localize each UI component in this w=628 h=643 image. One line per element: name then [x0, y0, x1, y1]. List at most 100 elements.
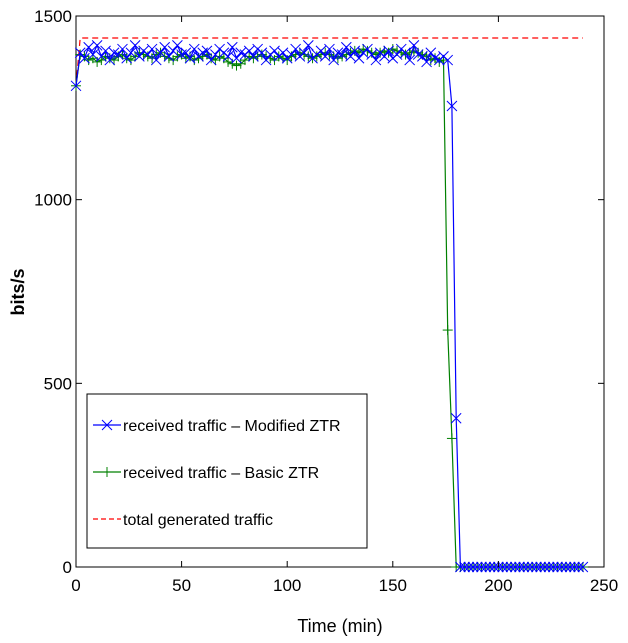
data-point — [345, 51, 356, 62]
tick-layer: 0 50 100 150 200 250 0 500 1000 1500 — [34, 7, 618, 595]
data-point — [328, 54, 340, 66]
x-tick-label: 250 — [590, 576, 618, 595]
data-point — [362, 43, 373, 55]
data-point — [290, 43, 302, 55]
data-point — [248, 51, 259, 62]
data-point — [184, 52, 196, 64]
data-point — [543, 561, 555, 573]
data-point — [83, 55, 94, 66]
data-point — [539, 561, 551, 573]
data-point — [193, 53, 204, 64]
series-layer — [70, 37, 589, 573]
data-point — [319, 51, 331, 62]
data-point — [480, 561, 492, 573]
data-point — [378, 51, 390, 62]
legend-box — [86, 393, 368, 549]
data-point — [70, 80, 82, 92]
data-point — [370, 54, 382, 66]
data-point — [400, 49, 411, 60]
data-point — [180, 47, 192, 59]
data-point — [383, 45, 394, 57]
legend-item: received traffic – Basic ZTR — [93, 465, 319, 482]
y-tick-label: 1500 — [34, 7, 72, 26]
legend-marker — [102, 467, 112, 477]
x-axis-label: Time (min) — [297, 616, 382, 636]
data-point — [269, 45, 280, 57]
data-point — [459, 561, 470, 573]
data-point — [159, 41, 171, 53]
data-point — [163, 51, 175, 62]
data-point — [404, 54, 416, 66]
data-point — [91, 40, 103, 51]
data-point — [100, 45, 111, 57]
data-point — [142, 49, 154, 60]
data-point — [231, 60, 242, 71]
data-point — [353, 52, 365, 64]
data-point — [471, 561, 483, 573]
data-point — [298, 47, 310, 59]
data-point — [112, 49, 124, 60]
data-point — [509, 561, 521, 573]
data-point — [277, 47, 289, 59]
legend-item: total generated traffic — [93, 512, 273, 529]
data-point — [446, 433, 457, 444]
data-point — [476, 561, 487, 573]
data-point — [577, 561, 589, 573]
data-point — [340, 41, 352, 53]
y-tick-label: 0 — [63, 558, 72, 577]
legend-label: received traffic – Basic ZTR — [123, 465, 319, 482]
data-point — [172, 40, 183, 51]
data-point — [121, 52, 133, 64]
y-axis-label: bits/s — [8, 268, 28, 315]
data-point — [518, 561, 530, 573]
data-point — [87, 49, 99, 60]
data-point — [484, 561, 496, 573]
data-point — [167, 45, 179, 57]
data-point — [150, 54, 162, 66]
data-point — [366, 49, 378, 60]
data-point — [349, 45, 361, 57]
data-point — [501, 561, 513, 573]
data-point — [95, 51, 107, 62]
data-point — [311, 51, 322, 62]
data-point — [256, 47, 268, 59]
data-point — [210, 49, 221, 60]
data-point — [467, 561, 479, 573]
data-point — [442, 325, 453, 336]
data-point — [379, 45, 390, 56]
data-point — [442, 54, 454, 66]
data-point — [226, 41, 238, 53]
data-point — [129, 40, 141, 51]
series-line — [75, 37, 583, 86]
legend-label: total generated traffic — [123, 512, 273, 529]
data-point — [505, 561, 517, 573]
data-point — [497, 561, 508, 573]
data-point — [125, 47, 137, 59]
data-point — [74, 47, 86, 59]
data-point — [531, 561, 542, 573]
data-point — [324, 43, 335, 55]
data-point — [286, 49, 297, 60]
data-point — [552, 561, 563, 573]
data-point — [573, 561, 585, 573]
data-point — [535, 561, 546, 573]
data-point — [526, 561, 538, 573]
data-point — [201, 45, 213, 57]
data-point — [146, 43, 158, 55]
data-point — [455, 561, 466, 573]
x-tick-label: 0 — [71, 576, 80, 595]
y-tick-label: 1000 — [34, 191, 72, 210]
data-point — [556, 561, 568, 573]
data-point — [522, 561, 534, 573]
data-point — [117, 43, 128, 55]
data-point — [569, 561, 580, 573]
data-point — [400, 47, 411, 59]
series-2 — [75, 37, 583, 86]
data-point — [560, 561, 572, 573]
data-point — [277, 53, 288, 64]
x-tick-label: 200 — [484, 576, 512, 595]
data-point — [223, 56, 234, 67]
data-point — [425, 47, 437, 59]
data-point — [514, 561, 525, 573]
